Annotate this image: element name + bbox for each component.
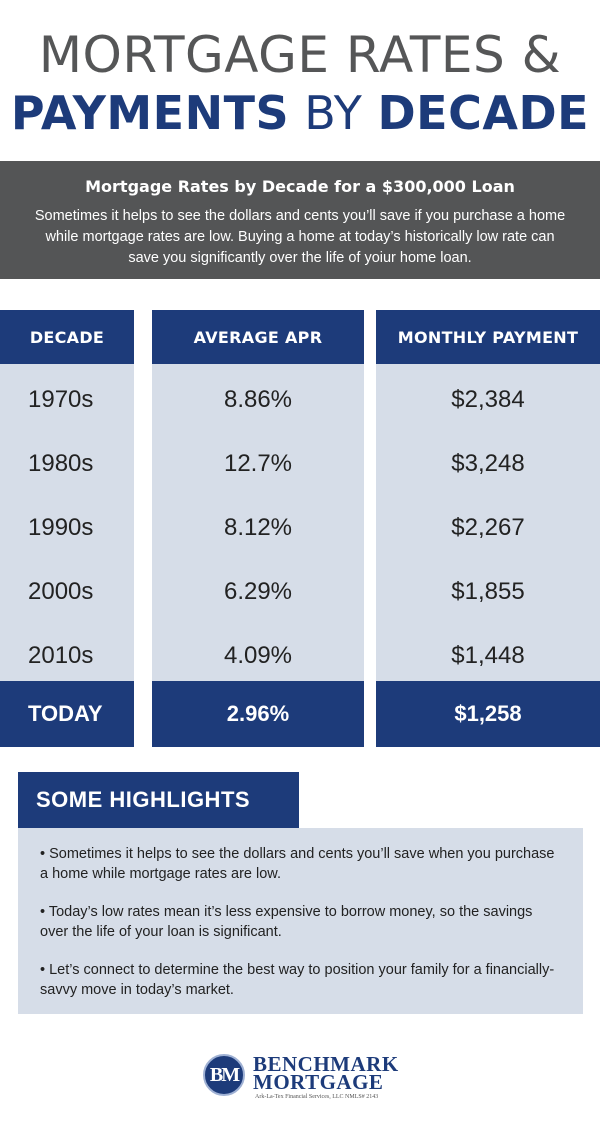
payment-column: MONTHLY PAYMENT $2,384 $3,248 $2,267 $1,… xyxy=(376,310,600,747)
apr-cell: 8.12% xyxy=(223,514,293,541)
highlight-item: • Sometimes it helps to see the dollars … xyxy=(40,846,555,882)
title-payments: PAYMENTS xyxy=(10,86,290,140)
logo-name-line2: MORTGAGE xyxy=(253,1070,384,1094)
payment-header: MONTHLY PAYMENT xyxy=(376,310,600,364)
highlights-title: SOME HIGHLIGHTS xyxy=(18,772,299,828)
decade-cell: 2000s xyxy=(28,578,94,605)
intro-banner: Mortgage Rates by Decade for a $300,000 … xyxy=(0,161,600,279)
decade-cell: 2010s xyxy=(28,642,94,669)
apr-cell: 6.29% xyxy=(223,578,293,605)
decade-cell: 1970s xyxy=(28,386,94,413)
payment-cell: $1,448 xyxy=(451,642,525,669)
payment-cell: $3,248 xyxy=(451,450,525,477)
decade-cell: 1990s xyxy=(28,514,94,541)
payment-cell: $2,384 xyxy=(451,386,525,413)
apr-cell: 12.7% xyxy=(223,450,293,477)
page-title-line2: PAYMENTS BY DECADE xyxy=(0,86,600,140)
apr-header: AVERAGE APR xyxy=(152,310,364,364)
decade-cell: 1980s xyxy=(28,450,94,477)
highlight-item: • Today’s low rates mean it’s less expen… xyxy=(40,904,533,940)
logo-subtitle: Ark-La-Tex Financial Services, LLC NMLS#… xyxy=(255,1094,379,1100)
apr-column: AVERAGE APR 8.86% 12.7% 8.12% 6.29% 4.09… xyxy=(152,310,364,747)
page-title-line1: MORTGAGE RATES & xyxy=(38,26,562,84)
highlight-item: • Let’s connect to determine the best wa… xyxy=(40,962,555,998)
decade-header: DECADE xyxy=(0,310,134,364)
highlights-box: • Sometimes it helps to see the dollars … xyxy=(18,828,583,1014)
title-by: BY xyxy=(304,86,363,140)
payment-cell: $2,267 xyxy=(451,514,525,541)
decade-column: DECADE 1970s 1980s 1990s 2000s 2010s TOD… xyxy=(0,310,134,747)
title-decade: DECADE xyxy=(377,86,590,140)
logo-name-line1: BENCHMARK xyxy=(253,1052,399,1076)
today-apr-cell: 2.96% xyxy=(152,681,364,747)
benchmark-mortgage-logo: BM BENCHMARK MORTGAGE Ark-La-Tex Financi… xyxy=(203,1050,413,1110)
payment-cell: $1,855 xyxy=(451,578,525,605)
today-decade-cell: TODAY xyxy=(0,681,134,747)
intro-body: Sometimes it helps to see the dollars an… xyxy=(34,208,566,266)
today-payment-cell: $1,258 xyxy=(376,681,600,747)
bm-badge-icon: BM xyxy=(203,1054,245,1096)
apr-cell: 8.86% xyxy=(223,386,293,413)
apr-cell: 4.09% xyxy=(223,642,293,669)
intro-heading: Mortgage Rates by Decade for a $300,000 … xyxy=(85,177,515,196)
